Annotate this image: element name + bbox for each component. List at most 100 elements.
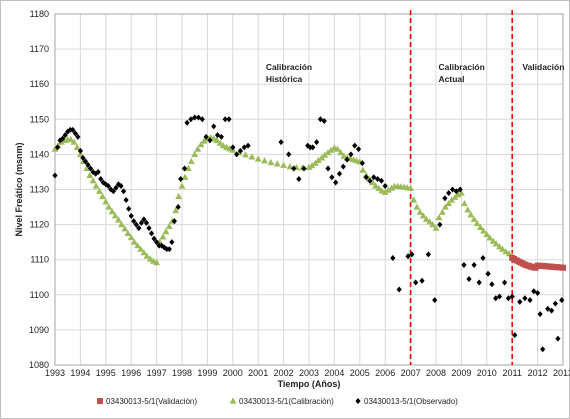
data-point	[340, 163, 346, 170]
y-tick-label: 1110	[30, 255, 49, 265]
data-point	[184, 119, 190, 126]
series-diamond	[52, 114, 565, 353]
data-point	[60, 135, 66, 142]
data-point	[175, 192, 183, 200]
data-point	[374, 175, 381, 182]
x-tick-label: 2003	[299, 368, 319, 378]
data-point	[334, 145, 341, 152]
data-point	[359, 166, 367, 173]
y-tick-label: 1080	[29, 360, 49, 370]
data-point	[131, 218, 137, 225]
x-tick-label: 2008	[426, 368, 446, 378]
x-tick-label: 2013	[553, 368, 570, 378]
data-point	[134, 242, 141, 249]
data-point	[492, 240, 500, 247]
data-point	[99, 192, 106, 200]
data-point	[476, 279, 482, 286]
data-point	[115, 216, 122, 223]
data-point	[237, 147, 244, 154]
data-point	[126, 205, 132, 212]
data-point	[169, 239, 175, 246]
data-point	[517, 298, 523, 305]
data-point	[226, 116, 232, 123]
data-point	[409, 251, 415, 258]
data-point	[477, 223, 484, 231]
data-point	[454, 191, 462, 198]
data-point	[254, 155, 262, 162]
y-tick-label: 1160	[30, 79, 49, 89]
data-point	[171, 218, 177, 225]
period-annotation: Validación	[522, 62, 564, 72]
data-point	[96, 187, 103, 194]
data-point	[337, 149, 345, 156]
data-point	[548, 307, 555, 314]
data-point	[489, 237, 497, 244]
x-tick-label: 2011	[503, 368, 522, 378]
data-point	[429, 221, 437, 228]
data-point	[191, 150, 199, 157]
data-point	[77, 150, 84, 157]
data-point	[146, 225, 152, 232]
legend-label: 03430013-5/1(Validación)	[106, 397, 197, 406]
data-point	[555, 335, 561, 342]
data-point	[124, 229, 132, 236]
data-point	[128, 212, 134, 219]
legend-item: 03430013-5/1(Observado)	[355, 397, 458, 406]
data-point	[159, 233, 167, 240]
data-point	[471, 261, 477, 268]
data-point	[165, 222, 173, 229]
data-point	[121, 225, 129, 232]
legend-marker	[97, 398, 103, 404]
data-point	[80, 154, 86, 161]
data-point	[286, 151, 292, 158]
data-point	[178, 175, 184, 182]
legend-marker	[229, 397, 237, 404]
data-point	[336, 170, 343, 177]
plot-area-border	[54, 13, 564, 366]
x-tick-label: 1995	[96, 368, 116, 378]
data-point	[296, 175, 302, 182]
data-point	[325, 165, 331, 172]
data-point	[203, 133, 209, 140]
data-point	[188, 116, 194, 123]
data-point	[486, 234, 494, 241]
data-point	[512, 332, 518, 339]
data-point	[545, 305, 551, 312]
data-point	[197, 140, 205, 148]
data-point	[75, 133, 81, 140]
data-point	[113, 184, 119, 191]
data-point	[413, 279, 419, 286]
x-tick-label: 2007	[401, 368, 421, 378]
data-point	[87, 165, 94, 172]
data-point	[138, 219, 144, 226]
legend-marker	[355, 398, 361, 404]
data-point	[470, 215, 478, 222]
data-point	[127, 233, 135, 241]
data-point	[446, 190, 452, 197]
data-point	[367, 177, 373, 184]
data-point	[123, 197, 129, 204]
data-point	[172, 206, 180, 214]
data-point	[496, 293, 503, 300]
data-point	[509, 293, 515, 300]
data-point	[213, 136, 221, 143]
data-point	[560, 264, 566, 271]
data-point	[442, 195, 448, 202]
data-point	[143, 219, 150, 226]
data-point	[493, 295, 499, 302]
data-point	[115, 181, 122, 188]
data-point	[110, 188, 117, 195]
data-point	[531, 288, 537, 295]
data-point	[419, 277, 425, 284]
data-point	[305, 163, 313, 170]
data-point	[425, 251, 431, 258]
data-point	[181, 165, 188, 172]
data-point	[118, 182, 124, 189]
y-tick-label: 1170	[30, 44, 49, 54]
data-point	[410, 196, 418, 203]
data-point	[501, 279, 508, 286]
x-tick-label: 1998	[172, 368, 192, 378]
data-point	[321, 118, 327, 125]
y-tick-label: 1090	[29, 325, 49, 335]
